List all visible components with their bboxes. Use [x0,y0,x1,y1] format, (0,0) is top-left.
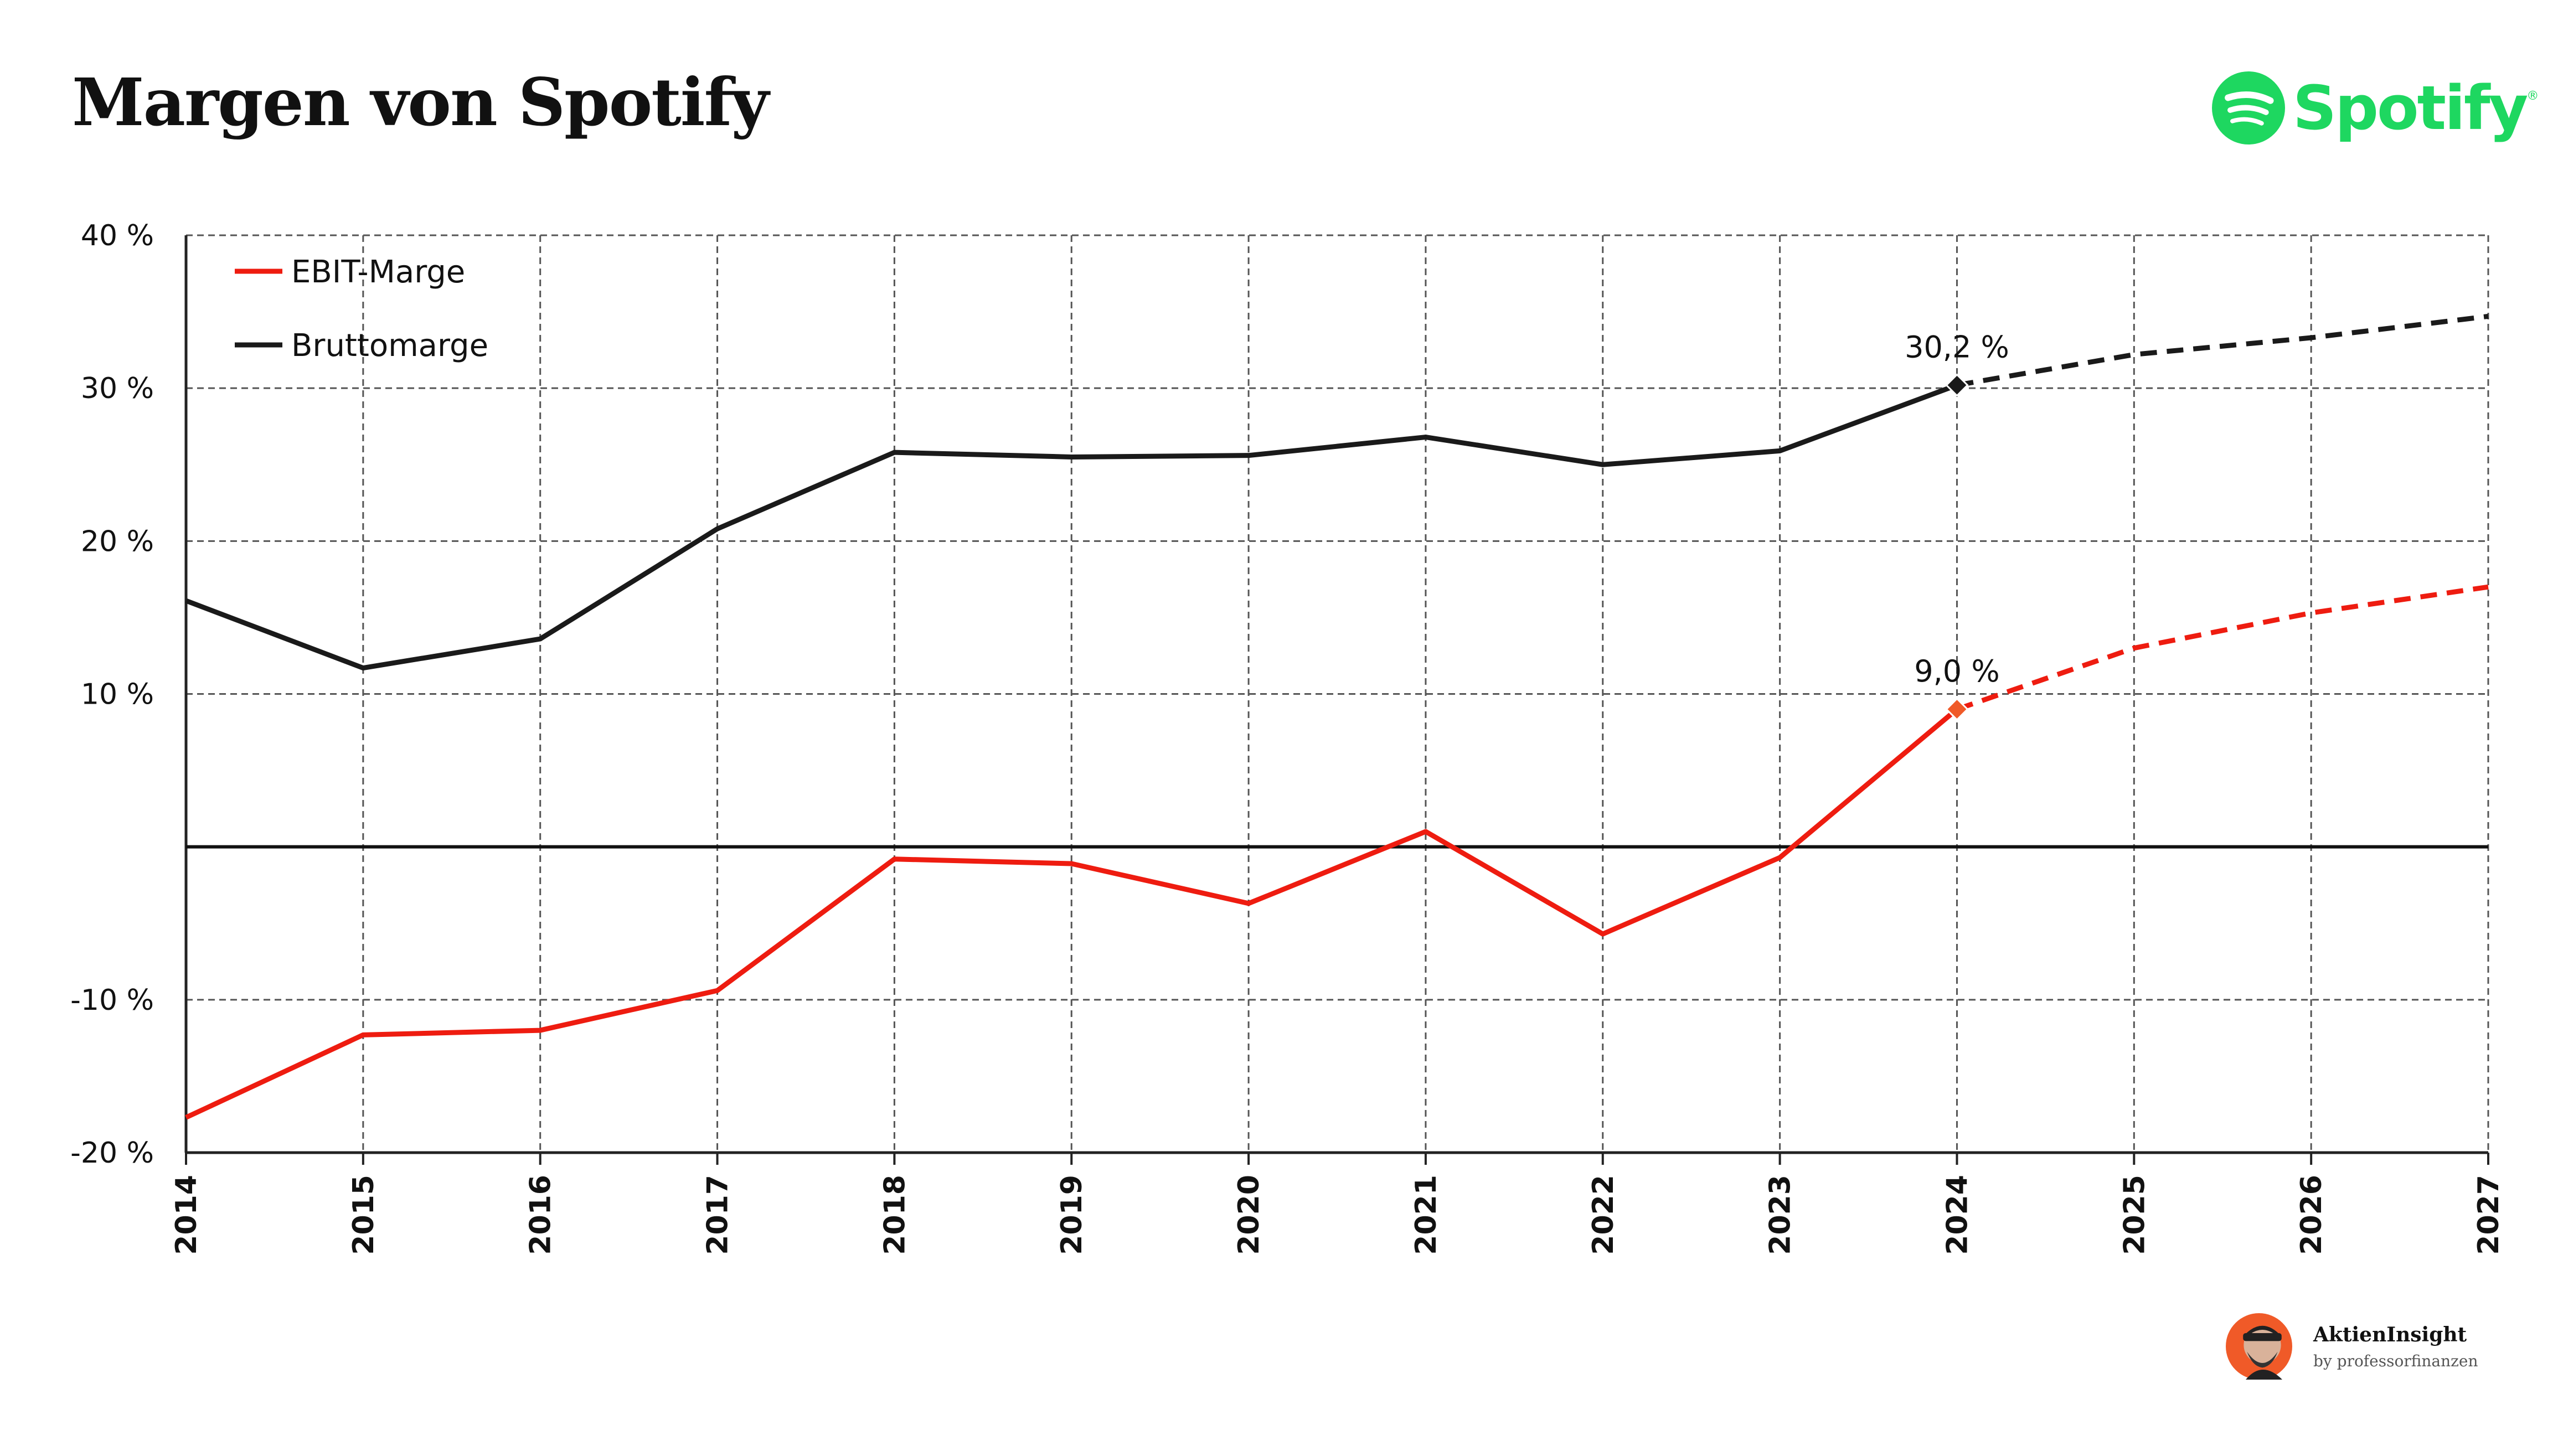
series-bruttomarge [185,313,2489,671]
legend: EBIT-Marge Bruttomarge [235,254,488,364]
legend-label: EBIT-Marge [291,254,465,290]
x-tick-label: 2017 [702,1175,735,1255]
series-line-actual [185,707,1959,1120]
series-line-forecast [1956,313,2489,388]
y-tick-label: 10 % [81,678,154,711]
spotify-logo-icon [2212,71,2285,144]
data-label: 9,0 % [1914,654,1999,689]
data-label-marker [1945,373,1969,397]
x-tick-label: 2027 [2472,1175,2505,1255]
y-tick-label: 20 % [81,525,154,558]
footer-title: AktienInsight [2313,1323,2467,1346]
x-tick-label: 2026 [2295,1175,2328,1255]
data-label: 30,2 % [1905,330,2009,365]
footer-subtitle: by professorfinanzen [2313,1351,2478,1370]
brand-registered-mark: ® [2526,89,2539,103]
data-label-marker [1945,697,1969,721]
x-tick-label: 2016 [524,1175,558,1255]
x-tick-label: 2015 [347,1175,380,1255]
x-tick-label: 2014 [170,1175,203,1255]
legend-label: Bruttomarge [291,328,488,364]
y-tick-label: 30 % [81,372,154,405]
footer-branding: AktienInsight by professorfinanzen [2226,1313,2478,1380]
y-tick-label: 40 % [81,219,154,252]
x-tick-label: 2020 [1232,1175,1266,1255]
page-title: Margen von Spotify [72,64,769,141]
brand-logo: Spotify ® [2212,69,2539,147]
series-ebit-marge [185,584,2489,1120]
x-tick-label: 2024 [1941,1175,1974,1255]
y-tick-label: -10 % [70,984,154,1017]
x-tick-label: 2025 [2118,1175,2151,1255]
x-tick-label: 2021 [1410,1175,1443,1255]
x-tick-label: 2022 [1587,1175,1620,1255]
grid-lines [186,234,2489,1153]
series-line-actual [185,383,1958,671]
x-tick-label: 2023 [1764,1175,1797,1255]
x-tick-label: 2018 [878,1175,911,1255]
series-line-forecast [1956,584,2489,712]
y-tick-label: -20 % [70,1137,154,1170]
brand-name: Spotify [2293,73,2528,143]
avatar-icon [2226,1313,2292,1380]
x-tick-label: 2019 [1055,1175,1089,1255]
